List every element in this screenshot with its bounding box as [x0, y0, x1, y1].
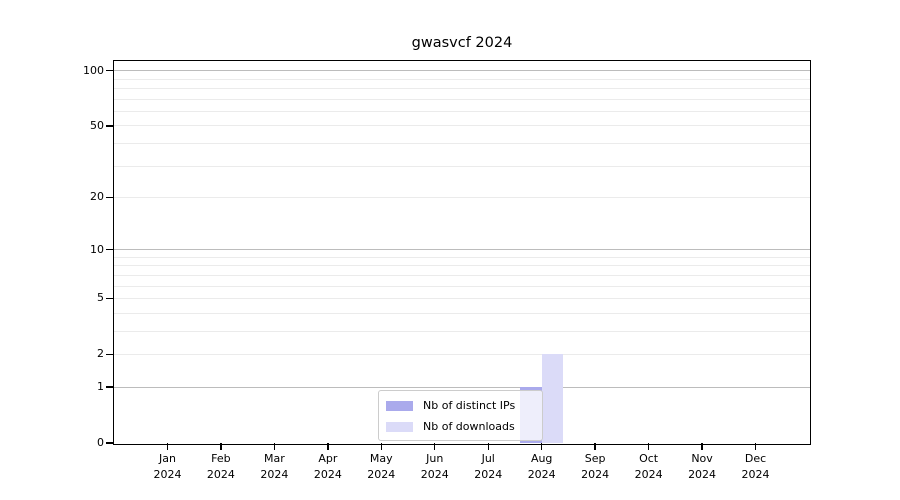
gridline-minor: [114, 256, 810, 258]
y-tick-label: 10: [90, 242, 104, 256]
gridline-minor: [114, 142, 810, 144]
gridline-minor: [114, 297, 810, 299]
y-tick: [106, 70, 113, 72]
y-tick-label: 0: [97, 436, 104, 449]
x-tick-label: Jul 2024: [474, 452, 503, 481]
x-tick-label: Jun 2024: [420, 452, 449, 481]
x-tick-label: Nov 2024: [688, 452, 717, 481]
gridline-minor: [114, 196, 810, 198]
legend: Nb of distinct IPs Nb of downloads: [378, 390, 543, 441]
y-tick: [106, 442, 113, 444]
y-tick-label: 100: [83, 63, 104, 77]
x-tick: [594, 443, 596, 450]
y-tick-label: 20: [90, 190, 104, 204]
y-tick: [106, 248, 113, 251]
x-tick: [701, 443, 703, 450]
y-tick: [106, 125, 113, 127]
legend-swatch-downloads-icon: [386, 421, 413, 432]
gridline-minor: [114, 265, 810, 267]
y-tick-label: 1: [97, 380, 104, 394]
bar-downloads: [541, 354, 564, 443]
gridline-major: [114, 386, 810, 388]
y-tick-label: 50: [90, 118, 104, 132]
x-tick-label: Oct 2024: [634, 452, 663, 481]
x-tick: [273, 443, 276, 450]
gridline-minor: [114, 88, 810, 90]
gridline-major: [114, 70, 810, 72]
gridline-minor: [114, 312, 810, 314]
x-tick-label: Feb 2024: [206, 452, 235, 481]
x-tick-label: Sep 2024: [581, 452, 610, 481]
x-tick: [754, 443, 757, 450]
gridline-minor: [114, 78, 810, 80]
x-tick: [166, 443, 169, 450]
gridline-major: [114, 249, 810, 251]
gridline-minor: [114, 353, 810, 355]
plot-area: 0 1 2 5 10 20 50 100 Jan 2024 Feb 2024 Mar 2024 Apr 202…: [83, 60, 811, 481]
x-tick-label: Aug 2024: [527, 452, 556, 481]
y-tick: [106, 353, 113, 356]
x-tick: [487, 443, 489, 450]
legend-swatch-distinct-ips-icon: [386, 400, 413, 411]
legend-item-downloads: Nb of downloads: [386, 416, 542, 437]
x-tick-label: May 2024: [367, 452, 396, 481]
x-tick: [647, 443, 650, 450]
x-tick: [220, 443, 222, 450]
gridline-minor: [114, 330, 810, 332]
gridline-minor: [114, 285, 810, 287]
y-tick: [106, 297, 113, 300]
y-tick-label: 5: [97, 291, 104, 305]
legend-item-distinct-ips: Nb of distinct IPs: [386, 395, 542, 416]
gridline-minor: [114, 98, 810, 100]
chart-title: gwasvcf 2024: [411, 35, 513, 51]
y-tick: [106, 386, 113, 388]
x-tick-label: Jan 2024: [153, 452, 182, 481]
legend-label-downloads: Nb of downloads: [423, 420, 515, 433]
y-tick: [106, 196, 113, 199]
x-tick-label: Dec 2024: [741, 452, 770, 481]
gridline-minor: [114, 110, 810, 112]
gridline-minor: [114, 125, 810, 127]
x-tick: [540, 443, 543, 450]
legend-label-distinct-ips: Nb of distinct IPs: [423, 399, 516, 412]
x-tick: [434, 443, 436, 450]
x-tick-label: Mar 2024: [260, 452, 289, 481]
x-tick: [380, 443, 382, 450]
y-tick-label: 2: [97, 347, 104, 361]
gridline-minor: [114, 165, 810, 167]
gridline-minor: [114, 274, 810, 276]
x-tick: [327, 443, 329, 450]
x-tick-label: Apr 2024: [313, 452, 342, 481]
